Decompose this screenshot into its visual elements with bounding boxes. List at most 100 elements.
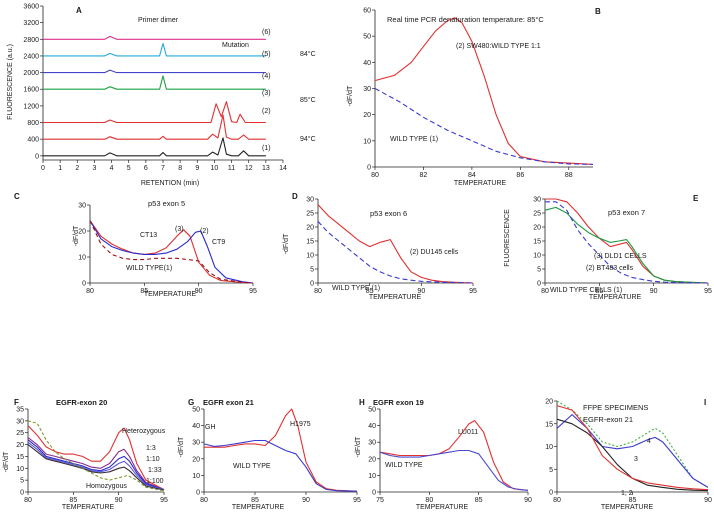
x-tick-label: 2 — [75, 165, 79, 172]
panel-label-e: E — [693, 194, 699, 203]
x-tick-label: 85 — [629, 497, 637, 504]
series-line-c-2 — [89, 220, 254, 284]
y-tick-label: 20 — [78, 229, 86, 236]
a-trace-label-4: (4) — [262, 73, 271, 80]
f-annotation-1-3: 1:3 — [146, 445, 156, 452]
y-tick-label: 15 — [16, 454, 24, 461]
series-line-f-0 — [27, 425, 165, 491]
y-tick-label: 0 — [367, 165, 371, 172]
x-tick-label: 75 — [376, 497, 384, 504]
c-series-label-wild: WILD TYPE(1) — [126, 265, 172, 272]
f-ylabel: -dF/dT — [3, 451, 10, 472]
h-annotation-lu011: LU011 — [458, 429, 478, 436]
h-title: EGFR exon 19 — [373, 398, 424, 407]
i-annotation-1-2: 1, 2 — [621, 490, 633, 497]
series-line-a-5 — [43, 42, 266, 57]
y-tick-label: 25 — [16, 430, 24, 437]
y-tick-label: 15 — [533, 239, 541, 246]
y-tick-label: 1200 — [23, 103, 39, 110]
y-tick-label: 0 — [549, 490, 553, 497]
x-tick-label: 90 — [524, 497, 532, 504]
x-tick-label: 0 — [41, 165, 45, 172]
e-ylabel: FLUORESCENCE — [504, 209, 511, 267]
y-tick-label: 40 — [192, 423, 200, 430]
x-tick-label: 80 — [371, 172, 379, 179]
y-tick-label: 10 — [533, 253, 541, 260]
x-tick-label: 95 — [160, 497, 168, 504]
x-tick-label: 90 — [195, 288, 203, 295]
h-xlabel: TEMPERATURE — [416, 504, 469, 511]
x-tick-label: 85 — [140, 288, 148, 295]
c-title: p53 exon 5 — [148, 199, 185, 208]
g-title: EGFR exon 21 — [203, 398, 254, 407]
e-xlabel: TEMPERATURE — [589, 294, 642, 301]
series-line-i-0 — [556, 400, 709, 488]
b-title: Real time PCR denaturation temperature: … — [387, 15, 544, 24]
panel-c: 80 85 90 95 0 10 20 30 — [78, 203, 257, 296]
x-tick-label: 85 — [251, 497, 259, 504]
x-tick-label: 7 — [161, 165, 165, 172]
series-line-a-1 — [43, 114, 266, 140]
panel-b: 80 82 84 86 88 0 10 20 30 40 50 60 — [363, 8, 594, 179]
y-tick-label: 800 — [27, 120, 39, 127]
y-tick-label: 40 — [363, 60, 371, 67]
x-tick-label: 80 — [541, 288, 549, 295]
y-tick-label: 400 — [27, 137, 39, 144]
x-tick-label: 90 — [417, 288, 425, 295]
a-trace-label-2: (2) — [262, 108, 271, 115]
series-line-i-2 — [556, 418, 709, 492]
series-line-a-3 — [43, 75, 266, 90]
y-tick-label: 0 — [372, 490, 376, 497]
y-tick-label: 50 — [363, 34, 371, 41]
axis-g — [203, 409, 357, 493]
panel-label-h: H — [359, 398, 365, 407]
panel-label-a: A — [76, 6, 82, 15]
d-xlabel: TEMPERATURE — [369, 294, 422, 301]
f-annotation-1-10: 1:10 — [146, 456, 160, 463]
x-tick-label: 90 — [302, 497, 310, 504]
x-tick-label: 90 — [704, 497, 712, 504]
series-line-a-2 — [43, 101, 266, 124]
x-tick-label: 9 — [195, 165, 199, 172]
panel-h: 75 80 85 90 0 10 20 30 40 50 — [368, 407, 532, 505]
h-annotation-wild: WILD TYPE — [385, 462, 423, 469]
x-tick-label: 10 — [211, 165, 219, 172]
x-tick-label: 85 — [595, 288, 603, 295]
x-tick-label: 95 — [704, 288, 712, 295]
axis-b — [374, 10, 593, 168]
y-tick-label: 30 — [16, 418, 24, 425]
b-ylabel: -dF/dT — [347, 85, 354, 106]
d-series-label-du145: (2) DU145 cells — [410, 249, 459, 256]
a-annotation-primer-dimer: Primer dimer — [138, 17, 179, 24]
y-tick-label: 3600 — [23, 4, 39, 11]
series-line-h-0 — [379, 420, 529, 491]
i-title: FFPE SPECIMENS — [583, 403, 648, 412]
panel-label-d: D — [292, 192, 298, 201]
y-tick-label: 20 — [306, 225, 314, 232]
g-annotation-h1975: H1975 — [290, 421, 311, 428]
x-tick-label: 88 — [565, 172, 573, 179]
g-ylabel: -dF/dT — [178, 436, 185, 457]
y-tick-label: 60 — [363, 8, 371, 15]
a-temp-84: 84°C — [300, 50, 316, 58]
x-tick-label: 80 — [24, 497, 32, 504]
a-trace-label-3: (3) — [262, 90, 271, 97]
a-xlabel: RETENTION (min) — [141, 180, 199, 187]
c-ylabel: -dF/dT — [73, 225, 80, 246]
x-tick-label: 85 — [69, 497, 77, 504]
y-tick-label: 0 — [35, 153, 39, 160]
f-annotation-heterozygous: Heterozygous — [122, 428, 166, 435]
panel-label-f: F — [14, 398, 19, 407]
series-line-b-1 — [374, 88, 594, 165]
b-series-label-red: (2) SW480:WILD TYPE 1:1 — [456, 43, 541, 50]
y-tick-label: 0 — [196, 490, 200, 497]
y-tick-label: 50 — [192, 407, 200, 414]
series-line-c-1 — [89, 220, 254, 284]
i-xlabel: TEMPERATURE — [601, 504, 654, 511]
x-tick-label: 1 — [58, 165, 62, 172]
x-tick-label: 80 — [314, 288, 322, 295]
series-line-a-0 — [43, 137, 266, 157]
x-tick-label: 95 — [469, 288, 477, 295]
y-tick-label: 20 — [16, 442, 24, 449]
